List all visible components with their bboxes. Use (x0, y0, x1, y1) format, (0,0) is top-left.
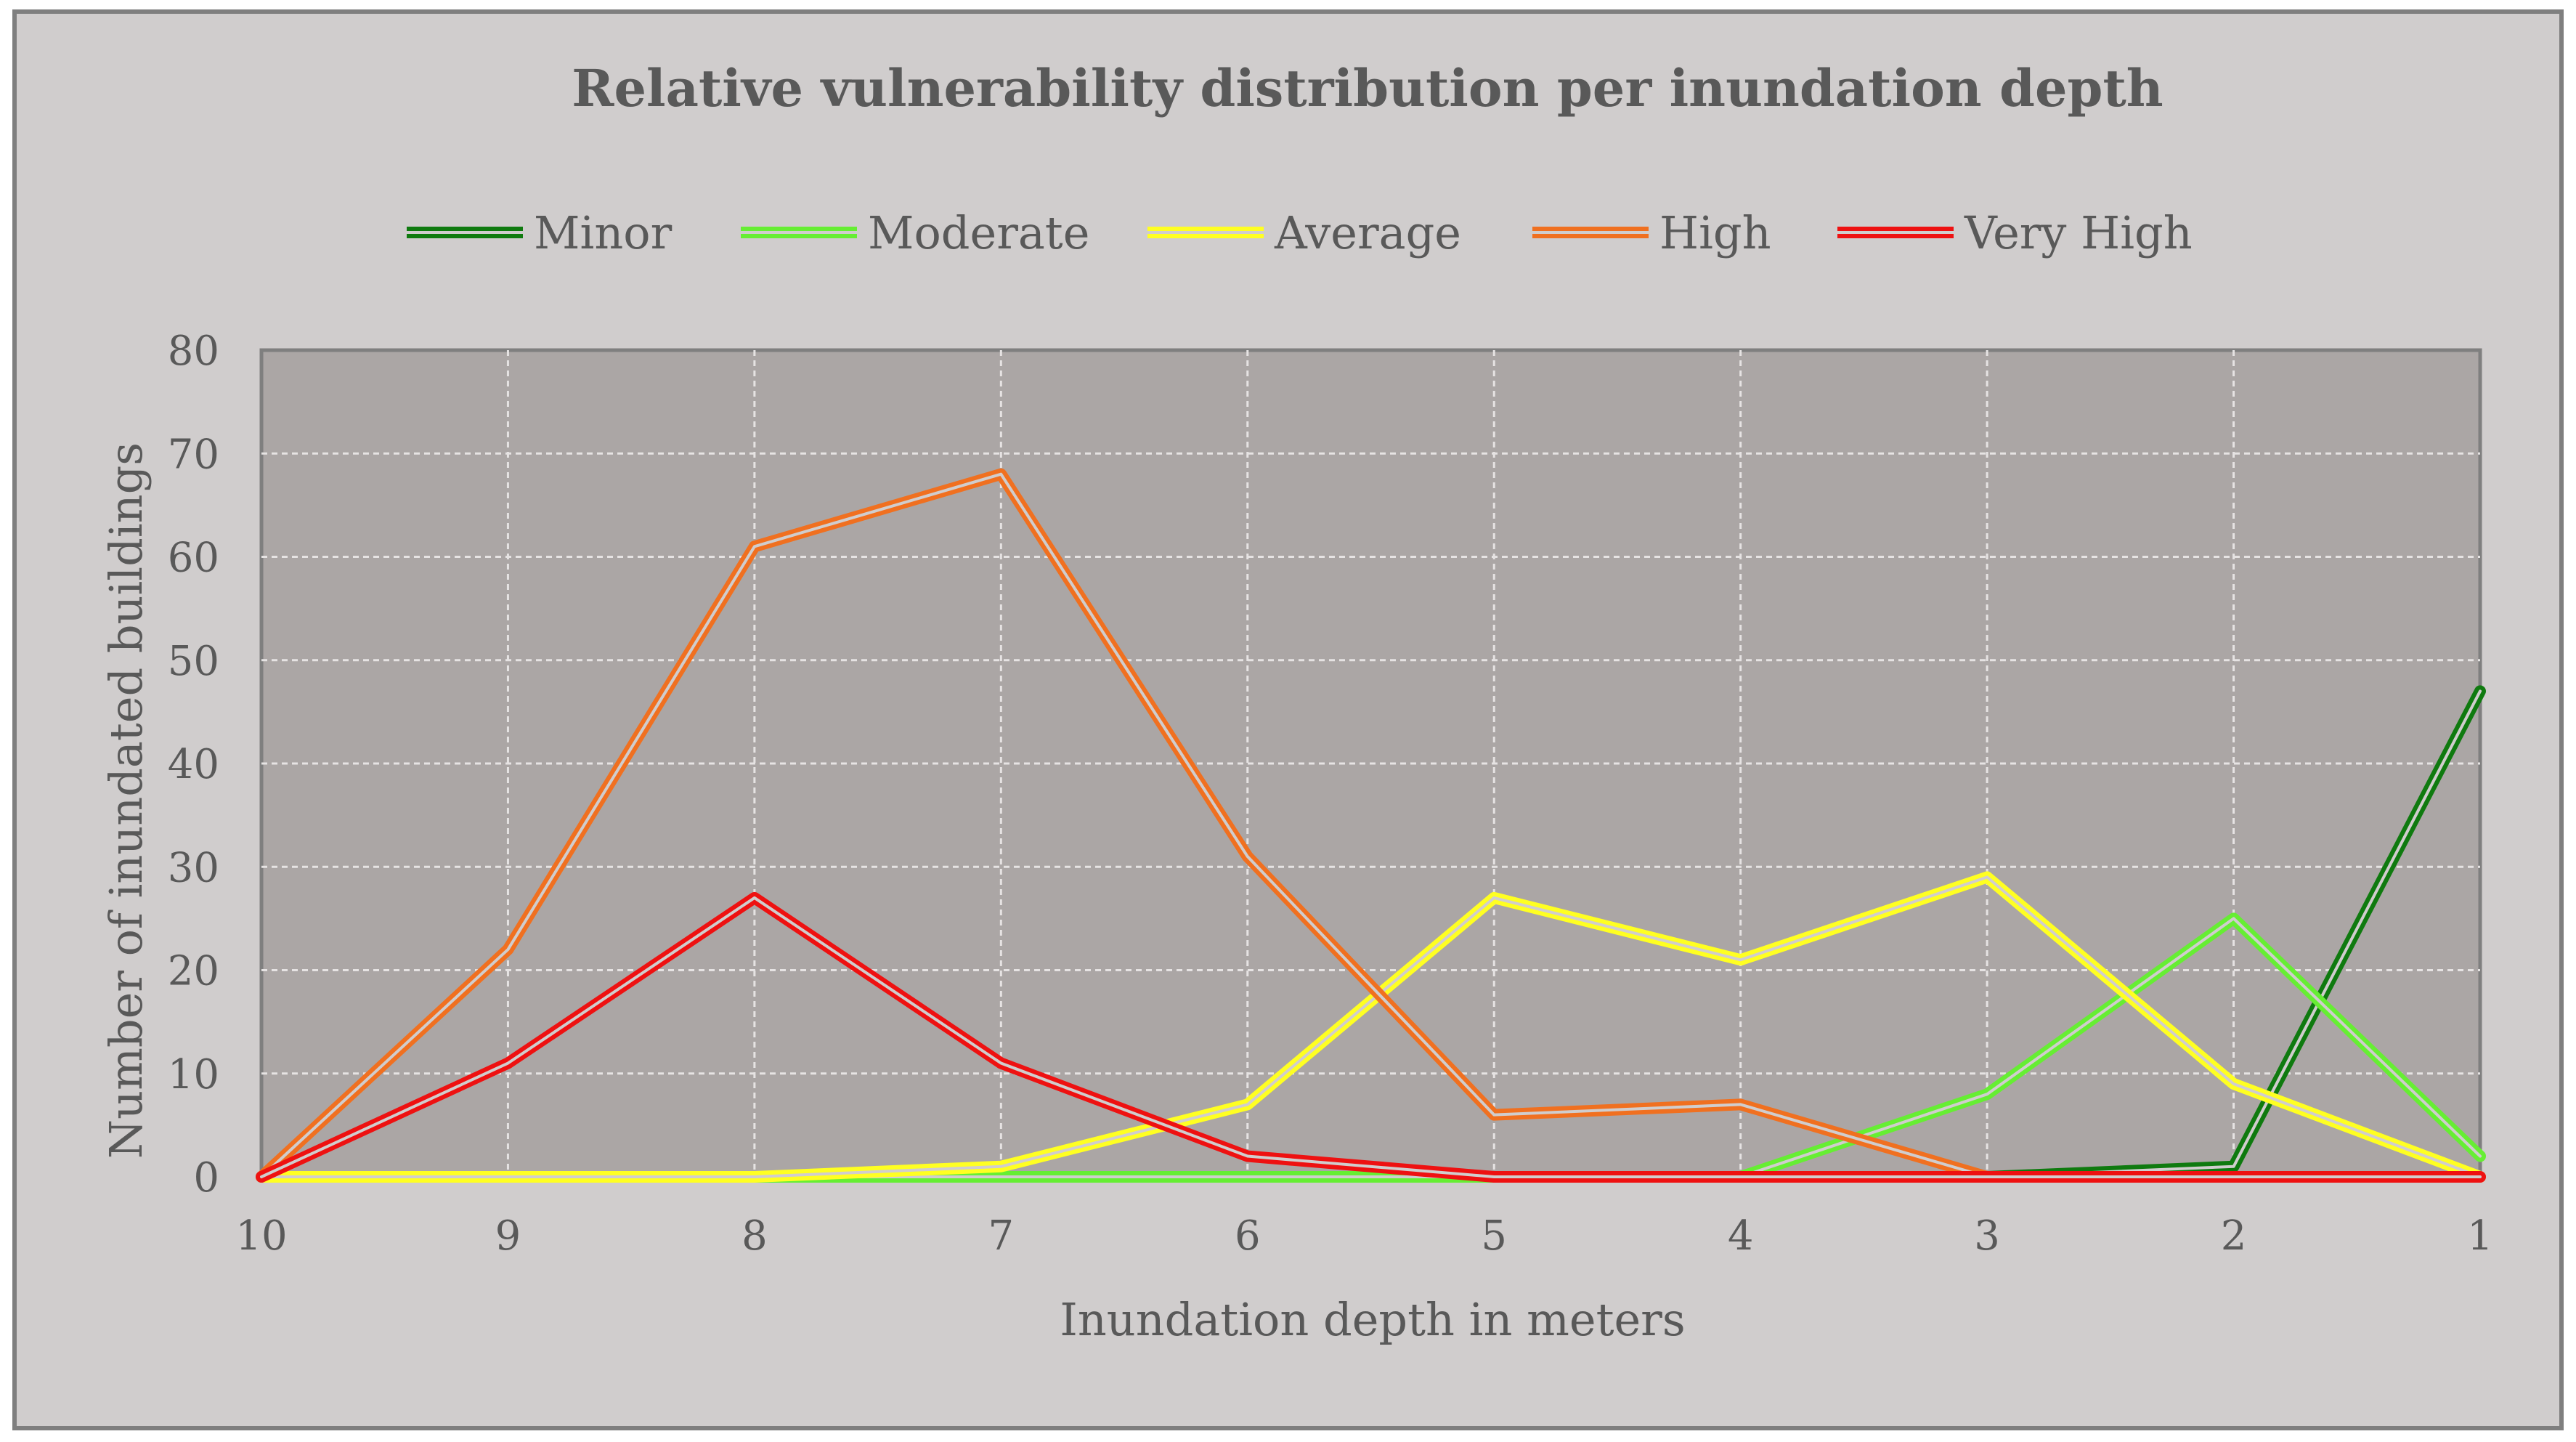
legend-item: Average (1147, 206, 1461, 259)
legend-label: Moderate (868, 206, 1089, 259)
legend-item: High (1532, 206, 1771, 259)
legend-label: High (1659, 206, 1771, 259)
series-line-very-high (256, 891, 2486, 1183)
legend: Minor Moderate Average High Very High (407, 206, 2193, 259)
series-line-core (260, 875, 2482, 1178)
series-lines (256, 468, 2486, 1183)
legend-label: Average (1274, 206, 1461, 259)
x-axis-ticks: 10 9 8 7 6 5 4 3 2 1 (235, 1212, 2492, 1260)
legend-item: Minor (407, 206, 673, 259)
x-tick-label: 10 (235, 1212, 287, 1260)
x-tick-label: 9 (495, 1212, 521, 1260)
x-tick-label: 6 (1235, 1212, 1261, 1260)
chart-title: Relative vulnerability distribution per … (572, 58, 2163, 118)
y-tick-label: 50 (168, 638, 219, 685)
series-line-core (260, 896, 2482, 1178)
x-tick-label: 2 (2221, 1212, 2247, 1260)
legend-item: Moderate (741, 206, 1089, 259)
legend-label: Minor (534, 206, 673, 259)
x-tick-label: 4 (1728, 1212, 1754, 1260)
legend-label: Very High (1964, 206, 2193, 259)
y-axis-title: Number of inundated buildings (99, 442, 153, 1159)
y-axis-ticks: 0 10 20 30 40 50 60 70 80 (168, 328, 219, 1202)
x-tick-label: 7 (988, 1212, 1015, 1260)
x-tick-label: 5 (1481, 1212, 1507, 1260)
x-tick-label: 8 (741, 1212, 768, 1260)
y-tick-label: 60 (168, 535, 219, 582)
y-tick-label: 10 (168, 1051, 219, 1098)
series-line-average (256, 871, 2486, 1183)
y-tick-label: 70 (168, 431, 219, 478)
y-tick-label: 30 (168, 844, 219, 891)
x-tick-label: 3 (1974, 1212, 2000, 1260)
y-tick-label: 80 (168, 328, 219, 375)
x-axis-title: Inundation depth in meters (1060, 1293, 1685, 1346)
y-tick-label: 0 (193, 1154, 219, 1202)
x-tick-label: 1 (2467, 1212, 2493, 1260)
y-tick-label: 20 (168, 948, 219, 995)
legend-item: Very High (1837, 206, 2193, 259)
gridlines (261, 350, 2480, 1177)
y-tick-label: 40 (168, 741, 219, 788)
